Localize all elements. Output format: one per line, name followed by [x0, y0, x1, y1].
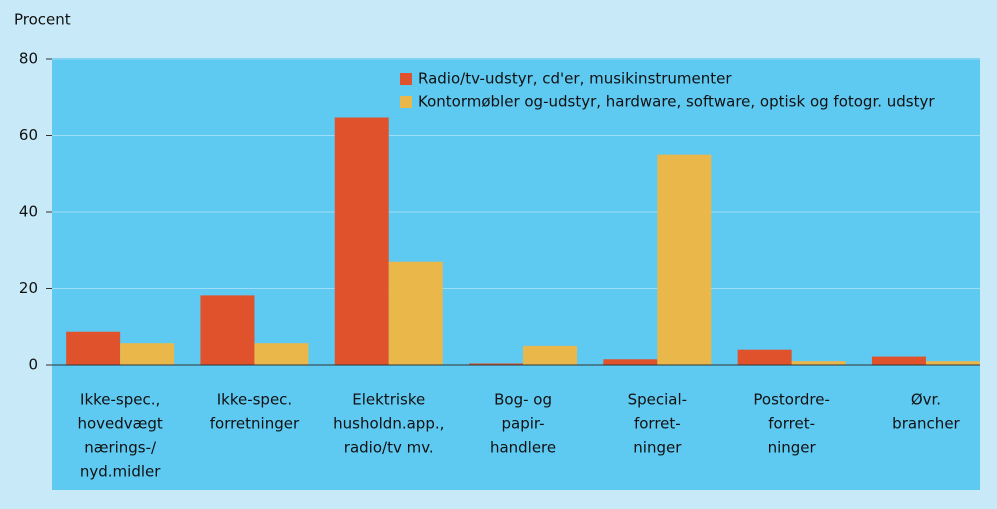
bar [603, 359, 658, 365]
plot-area [52, 58, 980, 490]
x-tick-label: Ikke-spec. [217, 391, 292, 409]
bar [737, 349, 792, 365]
x-tick-label: Postordre- [753, 391, 829, 409]
x-tick-label: nyd.midler [80, 463, 161, 481]
x-tick-label: Bog- og [494, 391, 552, 409]
bar [254, 343, 309, 365]
y-tick-label: 60 [19, 126, 38, 144]
x-tick-label: hovedvægt [77, 415, 162, 433]
x-tick-label: Ikke-spec., [80, 391, 160, 409]
x-tick-label: ninger [768, 439, 817, 457]
y-tick-label: 20 [19, 279, 38, 297]
legend-swatch [400, 96, 412, 108]
x-tick-label: Elektriske [352, 391, 425, 409]
x-tick-label: forret- [634, 415, 681, 433]
bar [388, 261, 443, 365]
x-tick-label: nærings-/ [84, 439, 157, 457]
bar [871, 356, 926, 365]
x-tick-label: Øvr. [911, 391, 941, 409]
legend-swatch [400, 73, 412, 85]
x-tick-label: ninger [633, 439, 682, 457]
x-tick-label: Special- [628, 391, 687, 409]
y-tick-label: 40 [19, 203, 38, 221]
bar [334, 117, 389, 366]
bar [657, 154, 712, 365]
x-tick-label: husholdn.app., [333, 415, 444, 433]
x-tick-label: brancher [892, 415, 960, 433]
x-tick-label: radio/tv mv. [344, 439, 434, 457]
legend-label: Kontormøbler og-udstyr, hardware, softwa… [418, 93, 935, 111]
bar [523, 345, 578, 365]
bar [200, 295, 255, 365]
bar [66, 331, 121, 365]
bar [469, 363, 524, 365]
x-tick-label: papir- [502, 415, 545, 433]
y-axis-label: Procent [14, 11, 71, 29]
x-tick-label: forret- [768, 415, 815, 433]
x-tick-label: forretninger [210, 415, 300, 433]
y-tick-label: 0 [28, 356, 38, 374]
y-tick-label: 80 [19, 50, 38, 68]
legend-label: Radio/tv-udstyr, cd'er, musikinstrumente… [418, 70, 732, 88]
x-tick-label: handlere [490, 439, 556, 457]
bar [925, 361, 980, 365]
bar [120, 343, 175, 365]
bar [791, 361, 846, 365]
